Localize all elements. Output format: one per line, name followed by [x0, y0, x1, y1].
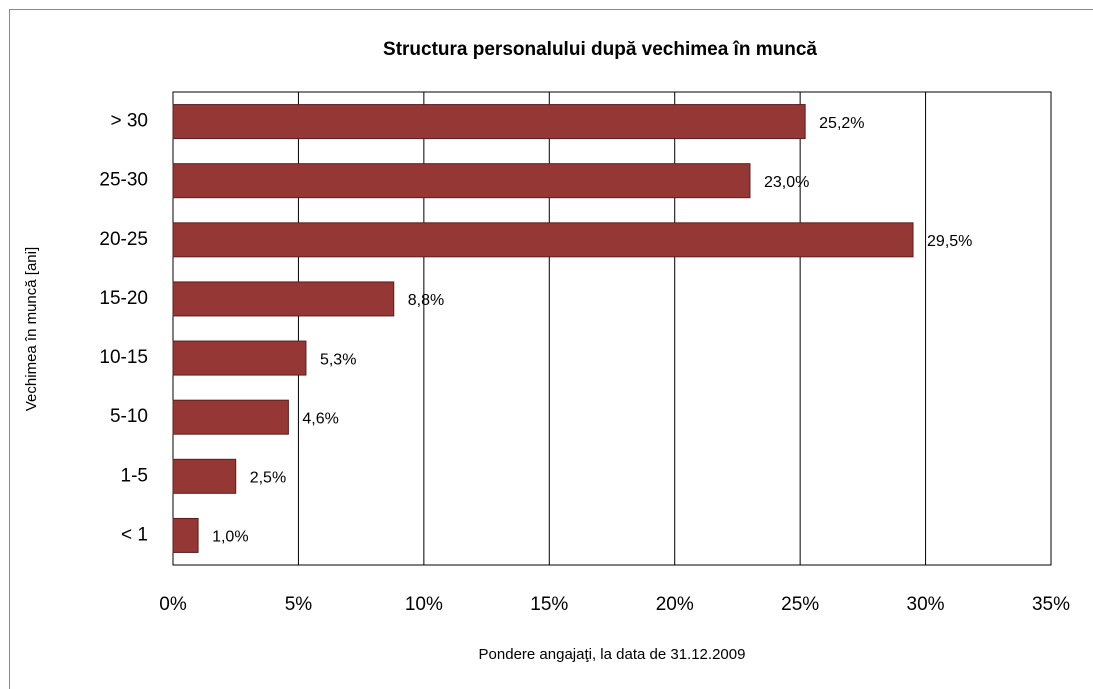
y-tick-label: 10-15 — [99, 347, 148, 368]
plot-area — [172, 91, 1052, 566]
y-tick-label: 5-10 — [110, 406, 148, 427]
x-tick-label: 0% — [159, 594, 187, 615]
bar — [172, 517, 199, 553]
y-tick-label: 20-25 — [99, 229, 148, 250]
chart-frame — [9, 9, 1093, 689]
y-tick-label: < 1 — [121, 524, 148, 545]
bar — [172, 222, 914, 258]
value-label: 25,2% — [819, 115, 864, 132]
bar — [172, 340, 307, 376]
bar — [172, 458, 237, 494]
y-tick-label: > 30 — [110, 111, 148, 132]
x-tick-label: 5% — [285, 594, 313, 615]
bar — [172, 163, 751, 199]
value-label: 2,5% — [250, 470, 286, 487]
bar — [172, 399, 289, 435]
bar — [172, 104, 806, 140]
x-tick-label: 35% — [1032, 594, 1070, 615]
y-axis-title: Vechimea în muncă [ani] — [23, 247, 40, 411]
y-tick-label: 25-30 — [99, 170, 148, 191]
value-label: 23,0% — [764, 174, 809, 191]
x-axis-title: Pondere angajaţi, la data de 31.12.2009 — [479, 646, 746, 663]
bar — [172, 281, 395, 317]
x-tick-label: 20% — [656, 594, 694, 615]
value-label: 1,0% — [212, 529, 248, 546]
value-label: 29,5% — [927, 233, 972, 250]
x-tick-label: 25% — [781, 594, 819, 615]
x-tick-label: 10% — [405, 594, 443, 615]
y-tick-label: 1-5 — [121, 465, 148, 486]
x-tick-label: 15% — [530, 594, 568, 615]
chart-title: Structura personalului după vechimea în … — [383, 39, 817, 60]
x-tick-label: 30% — [907, 594, 945, 615]
y-tick-label: 15-20 — [99, 288, 148, 309]
value-label: 5,3% — [320, 351, 356, 368]
value-label: 4,6% — [302, 410, 338, 427]
value-label: 8,8% — [408, 292, 444, 309]
